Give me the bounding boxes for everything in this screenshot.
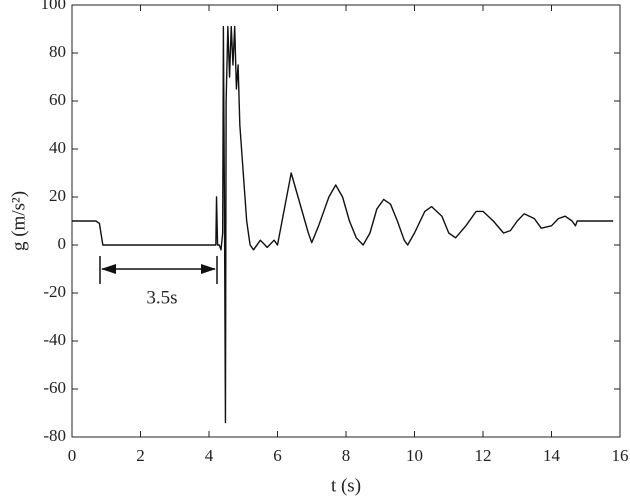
x-tick-label: 16 [612, 446, 629, 465]
y-tick-label: 60 [49, 90, 66, 109]
duration-arrow [99, 256, 218, 284]
y-axis-label: g (m/s²) [8, 191, 29, 251]
x-axis-label: t (s) [331, 475, 361, 496]
y-tick-label: -60 [43, 378, 66, 397]
y-tick-label: -80 [43, 426, 66, 445]
y-tick-label: 0 [58, 234, 67, 253]
y-tick-label: 100 [41, 0, 67, 13]
y-tick-label: -20 [43, 282, 66, 301]
x-tick-label: 2 [136, 446, 145, 465]
x-tick-label: 4 [205, 446, 214, 465]
x-tick-label: 12 [475, 446, 492, 465]
y-tick-label: -40 [43, 330, 66, 349]
y-tick-label: 20 [49, 186, 66, 205]
x-tick-label: 14 [543, 446, 561, 465]
x-tick-label: 10 [406, 446, 423, 465]
y-tick-label: 80 [49, 42, 66, 61]
x-tick-label: 0 [68, 446, 77, 465]
x-tick-label: 8 [342, 446, 351, 465]
annotation: 3.5s [146, 287, 177, 308]
x-tick-label: 6 [273, 446, 282, 465]
signal-line [72, 25, 614, 424]
plot-frame [71, 4, 621, 438]
y-tick-label: 40 [49, 138, 66, 157]
